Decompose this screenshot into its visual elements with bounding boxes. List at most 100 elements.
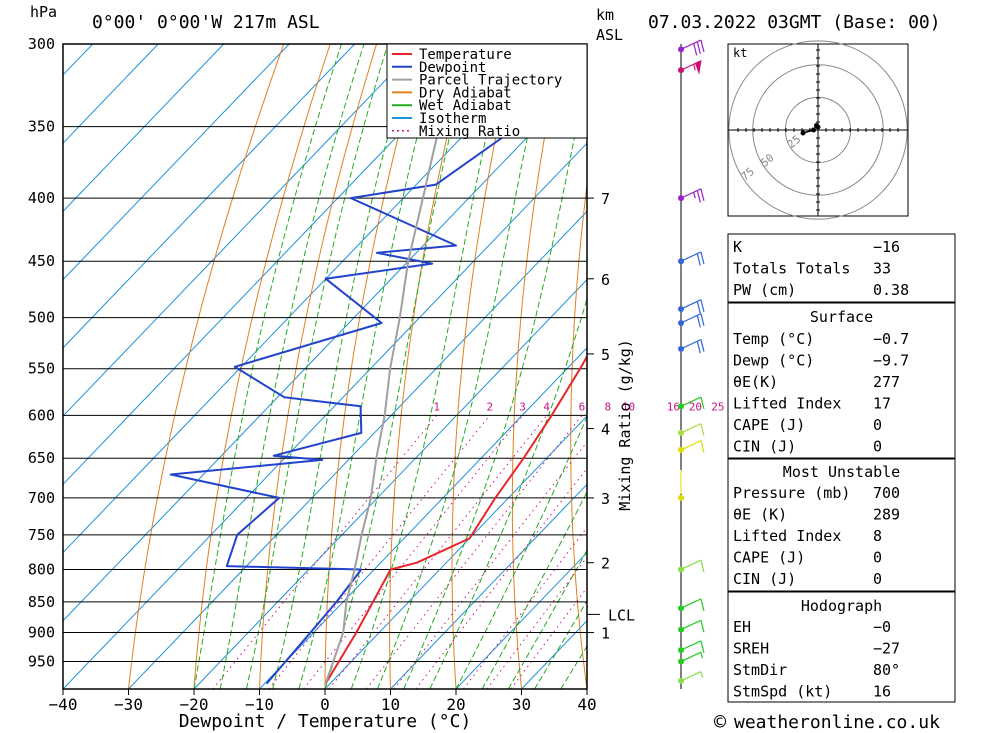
- datetime-label: 07.03.2022 03GMT (Base: 00): [648, 12, 941, 33]
- isotherm-line: [63, 44, 159, 144]
- mixing-ratio-label: 6: [579, 400, 586, 413]
- pressure-tick-label: 950: [28, 653, 55, 671]
- surface-value: 277: [873, 373, 900, 391]
- general-value: 33: [873, 260, 891, 278]
- most-unstable-title: Most Unstable: [783, 463, 900, 481]
- pressure-unit-label: hPa: [30, 3, 57, 21]
- most-unstable-label: θE (K): [733, 506, 787, 524]
- site-credit: weatheronline.co.uk: [734, 712, 940, 733]
- wind-barb: [680, 640, 705, 653]
- wind-barb: [680, 313, 705, 328]
- hodograph-point: [815, 124, 821, 130]
- most-unstable-label: CIN (J): [733, 570, 796, 588]
- wind-barb-half: [700, 671, 704, 678]
- legend-entry: Isotherm: [419, 111, 486, 127]
- mixing-ratio-label: 20: [689, 400, 702, 413]
- isotherm-line: [259, 347, 587, 689]
- surface-label: CAPE (J): [733, 416, 805, 434]
- wind-barb-full: [696, 301, 701, 314]
- hodograph-point: [811, 127, 816, 133]
- sounding-lines: [169, 44, 587, 685]
- wind-barb-full: [700, 188, 705, 201]
- pressure-tick-label: 850: [28, 593, 55, 611]
- wind-barb-shaft: [680, 339, 702, 350]
- wind-barb-shaft: [680, 651, 702, 663]
- height-tick-label: 5: [601, 346, 610, 364]
- wind-barb-full: [700, 339, 705, 352]
- pressure-tick-label: 750: [28, 526, 55, 544]
- wind-barb-full: [700, 251, 705, 265]
- legend-entry: Wet Adiabat: [419, 98, 512, 114]
- x-tick-label: −40: [49, 695, 78, 714]
- copyright-symbol: ©: [714, 710, 727, 733]
- wind-barb: [680, 671, 704, 682]
- pressure-tick-label: 900: [28, 624, 55, 642]
- dry-adiabat-line: [128, 44, 285, 689]
- x-tick-label: −20: [180, 695, 209, 714]
- wet-adiabat-line: [324, 44, 474, 689]
- legend-box: [386, 43, 588, 139]
- x-tick-label: 30: [512, 695, 531, 714]
- surface-title: Surface: [810, 308, 873, 326]
- dry-adiabat-line: [682, 44, 718, 689]
- wind-barb-shaft: [680, 396, 702, 407]
- wet-adiabat-line: [481, 490, 587, 689]
- hodograph-indices-value: −0: [873, 618, 891, 636]
- wet-adiabat-line: [245, 44, 389, 689]
- pressure-tick-label: 300: [28, 35, 55, 53]
- most-unstable-value: 0: [873, 570, 882, 588]
- wind-barb-shaft: [680, 188, 702, 199]
- wind-barb: [680, 339, 705, 354]
- wind-barb-shaft: [680, 299, 702, 310]
- wind-barb-half: [693, 192, 696, 199]
- wind-barb: [680, 59, 702, 75]
- x-tick-label: 10: [381, 695, 400, 714]
- isotherm-line: [128, 210, 587, 689]
- wind-barb-full: [700, 620, 705, 633]
- general-value: −16: [873, 238, 900, 256]
- most-unstable-box: [727, 458, 956, 592]
- isotherm-line: [63, 44, 225, 213]
- general-label: PW (cm): [733, 281, 796, 299]
- wet-adiabat-line: [376, 44, 548, 689]
- wind-barb-full: [700, 313, 705, 326]
- hodograph-indices-title: Hodograph: [801, 597, 882, 615]
- pressure-tick-label: 400: [28, 189, 55, 207]
- wind-barb-full: [700, 598, 705, 612]
- wind-barb-full: [696, 341, 701, 354]
- surface-box: [727, 302, 956, 459]
- surface-label: Dewp (°C): [733, 352, 814, 370]
- height-tick-label: 6: [601, 271, 610, 289]
- wind-barb-shaft: [680, 559, 702, 570]
- isotherm-line: [63, 44, 421, 417]
- surface-label: Temp (°C): [733, 330, 814, 348]
- surface-label: θE(K): [733, 373, 778, 391]
- wind-barb-full: [696, 253, 701, 266]
- wind-barb: [680, 423, 705, 436]
- mixing-ratio-line: [303, 414, 523, 689]
- height-unit-label-asl: ASL: [596, 26, 623, 44]
- mixing-ratio-label: 3: [519, 400, 526, 413]
- wind-barb-full: [700, 640, 705, 653]
- mixing-ratio-line: [415, 467, 587, 689]
- dry-adiabat-line: [570, 180, 587, 689]
- height-tick-label: 2: [601, 555, 610, 573]
- most-unstable-value: 289: [873, 506, 900, 524]
- wind-barb-pennant: [694, 59, 702, 75]
- general-box: [727, 233, 956, 303]
- wind-barb-half: [700, 652, 704, 659]
- pressure-tick-label: 650: [28, 449, 55, 467]
- height-tick-label: 7: [601, 190, 610, 208]
- wind-barb: [680, 396, 705, 410]
- most-unstable-label: Pressure (mb): [733, 484, 850, 502]
- mixing-ratio-label: 8: [605, 400, 612, 413]
- isotherm-line: [193, 278, 587, 689]
- isotherm-line: [63, 74, 587, 622]
- dry-adiabat-line: [980, 44, 1000, 689]
- most-unstable-label: CAPE (J): [733, 549, 805, 567]
- wind-barb: [680, 619, 705, 633]
- hodograph-indices-label: SREH: [733, 640, 769, 658]
- wind-barb-shaft: [680, 440, 702, 451]
